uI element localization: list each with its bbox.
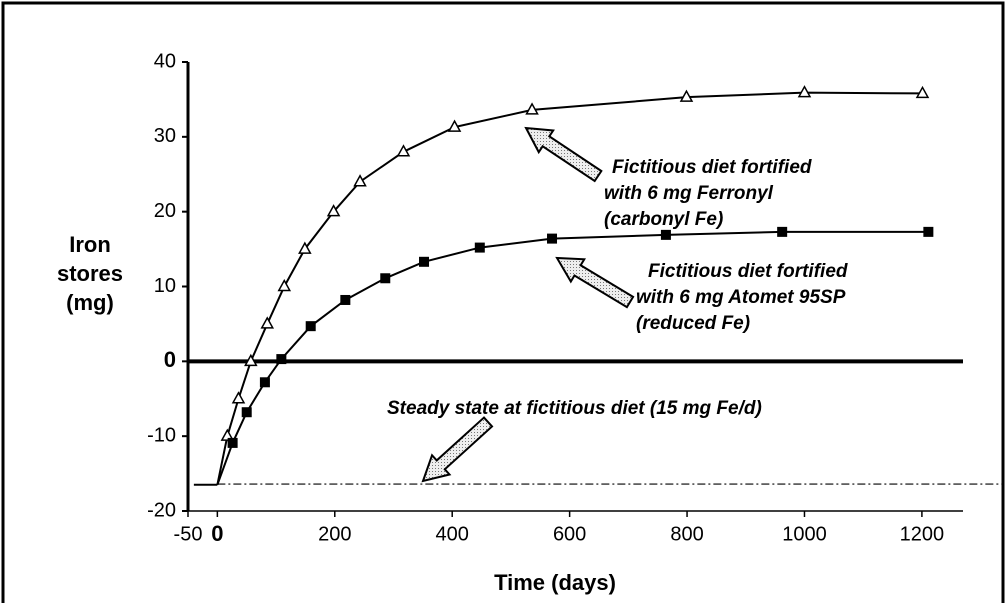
series-annotation: with 6 mg Atomet 95SP bbox=[636, 287, 846, 308]
square-marker bbox=[380, 273, 391, 284]
square-marker bbox=[241, 407, 252, 418]
square-marker bbox=[923, 226, 934, 237]
x-tick-label: 1000 bbox=[782, 523, 827, 545]
x-tick-label: 0 bbox=[211, 521, 223, 546]
arrow bbox=[555, 256, 635, 309]
square-marker bbox=[660, 229, 671, 240]
x-tick-label: 400 bbox=[436, 523, 469, 545]
y-axis-label: Iron bbox=[69, 232, 111, 257]
square-marker bbox=[474, 242, 485, 253]
square-marker bbox=[276, 354, 287, 365]
square-marker bbox=[305, 321, 316, 332]
x-tick-label: -50 bbox=[174, 523, 203, 545]
arrow bbox=[421, 416, 494, 483]
triangle-marker bbox=[231, 391, 246, 404]
series-annotation: Fictitious diet fortified bbox=[612, 157, 812, 178]
triangle-marker bbox=[298, 241, 312, 254]
triangle-marker bbox=[396, 144, 411, 157]
x-tick-label: 600 bbox=[553, 523, 586, 545]
y-tick-label: 10 bbox=[154, 275, 176, 297]
triangle-marker bbox=[679, 89, 694, 102]
triangle-marker bbox=[260, 316, 275, 329]
steady-state-label: Steady state at fictitious diet (15 mg F… bbox=[387, 398, 762, 419]
triangle-marker bbox=[797, 85, 812, 98]
y-tick-label: 40 bbox=[154, 50, 176, 72]
y-tick-label: 0 bbox=[164, 347, 176, 372]
series-annotation: (carbonyl Fe) bbox=[604, 209, 723, 230]
series-annotation: Fictitious diet fortified bbox=[648, 261, 848, 282]
triangle-marker bbox=[353, 174, 367, 187]
series-annotation: with 6 mg Ferronyl bbox=[604, 183, 774, 204]
triangle-marker bbox=[326, 204, 341, 217]
triangle-marker bbox=[277, 278, 292, 292]
square-marker bbox=[259, 377, 270, 388]
x-tick-label: 1200 bbox=[900, 523, 945, 545]
y-tick-label: -10 bbox=[147, 424, 176, 446]
y-axis-label: stores bbox=[57, 261, 123, 286]
y-tick-label: -20 bbox=[147, 499, 176, 521]
arrow bbox=[524, 126, 603, 183]
square-marker bbox=[227, 437, 238, 448]
x-axis-label: Time (days) bbox=[494, 570, 616, 595]
y-tick-label: 20 bbox=[154, 200, 176, 222]
triangle-marker bbox=[915, 85, 930, 99]
square-marker bbox=[547, 233, 558, 244]
y-axis-label: (mg) bbox=[66, 290, 114, 315]
square-marker bbox=[777, 226, 788, 237]
triangle-marker bbox=[525, 102, 539, 115]
square-marker bbox=[340, 294, 351, 305]
x-tick-label: 200 bbox=[318, 523, 351, 545]
square-marker bbox=[419, 256, 430, 267]
triangle-marker bbox=[447, 119, 462, 132]
x-tick-label: 800 bbox=[670, 523, 703, 545]
triangle-marker bbox=[244, 353, 258, 367]
series-annotation: (reduced Fe) bbox=[636, 313, 750, 334]
triangle-marker bbox=[220, 428, 235, 441]
y-tick-label: 30 bbox=[154, 125, 176, 147]
